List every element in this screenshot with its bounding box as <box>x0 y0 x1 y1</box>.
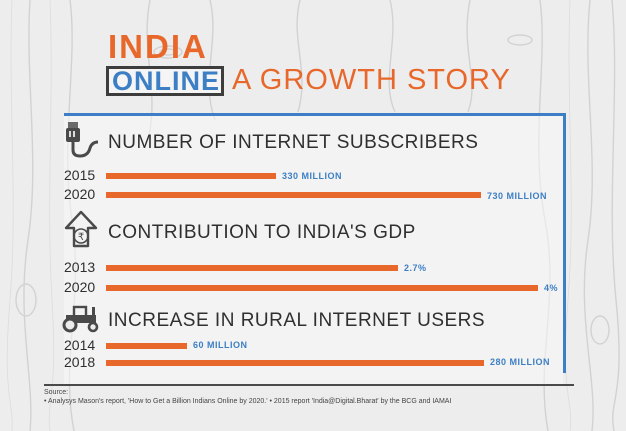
data-label: 4% <box>544 283 559 293</box>
bar <box>106 265 398 271</box>
title-growth-story: A GROWTH STORY <box>232 64 511 96</box>
bar <box>106 192 481 198</box>
tick-label: 2018 <box>64 354 96 370</box>
bar <box>106 285 538 291</box>
footer-divider <box>44 384 574 386</box>
tick-label: 2014 <box>64 337 96 353</box>
tractor-icon <box>62 305 99 333</box>
section-title-subscribers: NUMBER OF INTERNET SUBSCRIBERS <box>108 132 479 153</box>
source-label: Source: <box>44 389 69 396</box>
tick-label: 2020 <box>64 279 96 295</box>
section-title-gdp: CONTRIBUTION TO INDIA'S GDP <box>108 222 416 243</box>
section-title-rural: INCREASE IN RURAL INTERNET USERS <box>108 310 486 331</box>
data-label: 730 MILLION <box>487 191 548 201</box>
title-india: INDIA <box>108 28 208 65</box>
bar <box>106 360 484 366</box>
tick-label: 2015 <box>64 167 96 183</box>
frame-right-line <box>563 113 566 373</box>
rupee-arrow-icon: ₹ <box>64 210 98 248</box>
data-label: 2.7% <box>404 263 427 273</box>
bar <box>106 343 187 349</box>
frame-top-line <box>64 113 566 116</box>
data-label: 280 MILLION <box>490 357 551 367</box>
source-text: • Analysys Mason's report, 'How to Get a… <box>44 398 452 405</box>
svg-text:₹: ₹ <box>78 232 84 243</box>
data-label: 60 MILLION <box>193 340 248 350</box>
tick-label: 2020 <box>64 186 96 202</box>
ethernet-cable-icon <box>66 122 99 158</box>
title-online: ONLINE <box>112 66 221 96</box>
tick-label: 2013 <box>64 259 96 275</box>
data-label: 330 MILLION <box>282 171 343 181</box>
online-box <box>106 66 224 96</box>
bar <box>106 173 276 179</box>
